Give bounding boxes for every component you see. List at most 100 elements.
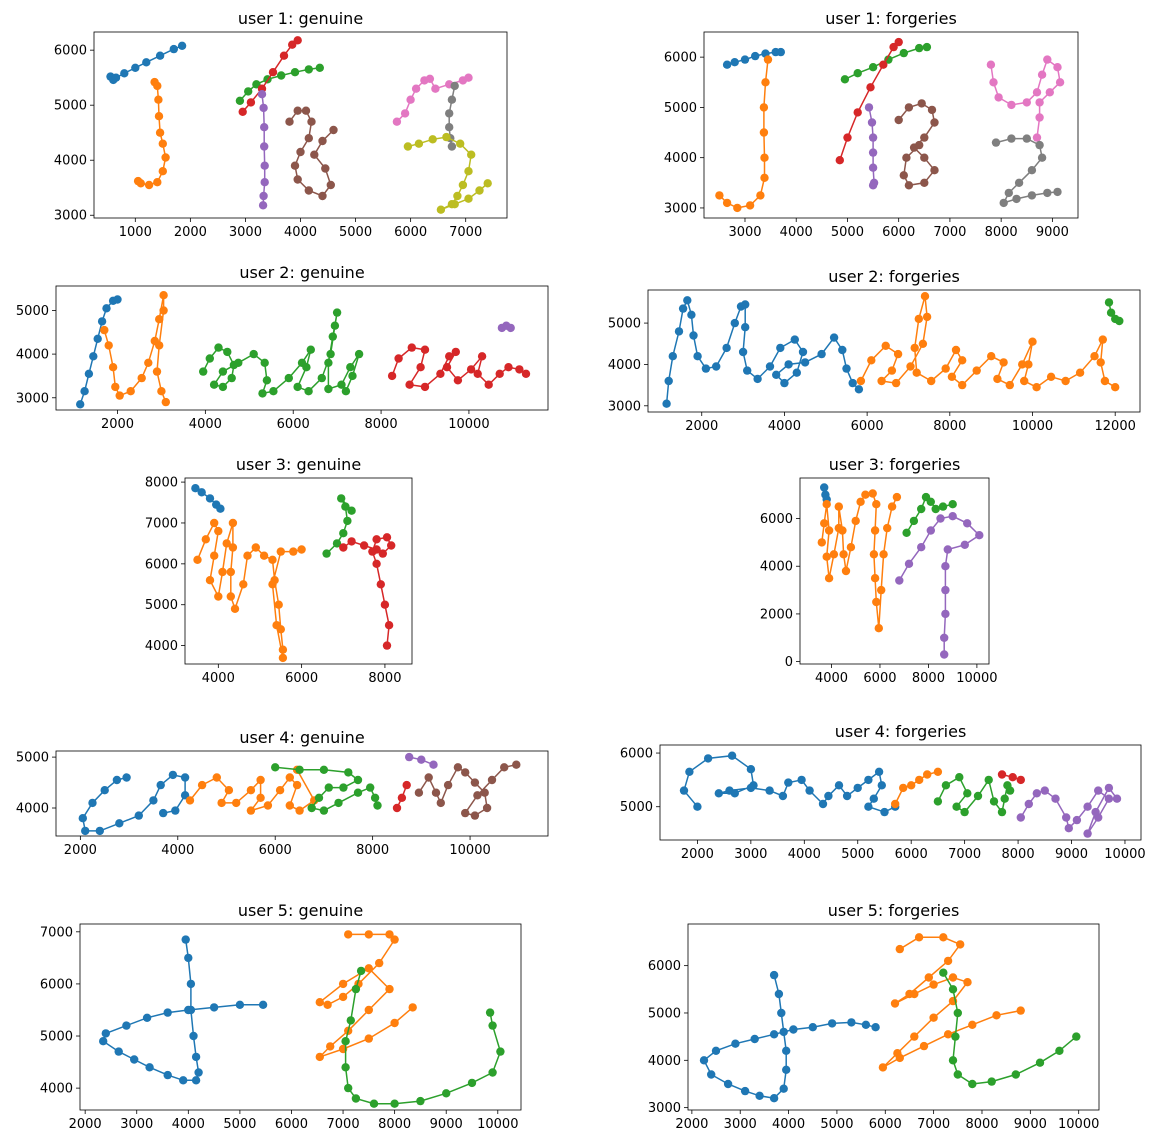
stroke-point	[260, 161, 269, 170]
stroke-point	[373, 801, 382, 810]
stroke-point	[235, 1000, 245, 1009]
stroke-point	[416, 363, 425, 372]
stroke-point	[922, 42, 932, 52]
stroke-point	[387, 371, 397, 381]
stroke-point	[929, 980, 938, 989]
stroke-point	[879, 60, 888, 69]
stroke-point	[329, 125, 338, 135]
y-tick-label: 5000	[16, 304, 49, 319]
stroke-point	[293, 106, 302, 115]
x-tick-label: 6000	[882, 225, 915, 240]
x-tick-label: 9000	[1014, 1117, 1047, 1132]
stroke-point	[344, 930, 353, 939]
stroke-point	[1090, 352, 1099, 361]
stroke-point	[866, 83, 875, 92]
stroke-point	[216, 504, 225, 513]
stroke-point	[993, 374, 1002, 384]
stroke-point	[958, 356, 967, 365]
stroke-point	[154, 112, 164, 121]
stroke-point	[760, 153, 769, 162]
stroke-point	[1035, 140, 1044, 150]
stroke-point	[879, 550, 888, 559]
stroke-point	[1007, 134, 1016, 143]
stroke-point	[930, 118, 939, 127]
stroke-point	[212, 773, 221, 782]
x-tick-label: 10000	[1104, 847, 1145, 862]
stroke-point	[1075, 368, 1085, 377]
stroke-point	[790, 335, 799, 344]
stroke-point	[392, 117, 402, 126]
stroke-point	[1027, 191, 1037, 200]
stroke-point	[1004, 188, 1013, 198]
stroke-point	[906, 362, 915, 371]
x-tick-label: 6000	[277, 417, 310, 432]
x-tick-label: 6000	[895, 847, 928, 862]
stroke-point	[1045, 88, 1055, 97]
stroke-point	[317, 373, 326, 383]
stroke-point	[856, 376, 866, 386]
x-tick-label: 6000	[259, 843, 292, 858]
x-tick-label: 4000	[768, 419, 801, 434]
stroke-point	[297, 545, 306, 554]
stroke-point	[338, 992, 348, 1002]
stroke-point	[512, 760, 521, 769]
stroke-point	[1043, 188, 1052, 198]
stroke-point	[353, 788, 363, 797]
x-tick-label: 12000	[1095, 419, 1136, 434]
stroke-point	[392, 803, 402, 813]
stroke-point	[156, 780, 165, 790]
stroke-point	[364, 1034, 373, 1043]
stroke-point	[1061, 376, 1070, 386]
stroke-point	[304, 387, 313, 396]
x-tick-label: 5000	[339, 225, 372, 240]
stroke-point	[800, 358, 810, 367]
stroke-point	[268, 68, 278, 77]
stroke-point	[394, 354, 403, 363]
y-tick-label: 7000	[40, 925, 73, 940]
stroke-point	[759, 128, 769, 137]
stroke-point	[304, 65, 313, 74]
stroke-point	[304, 134, 313, 143]
stroke-point	[137, 373, 146, 383]
stroke-point	[364, 930, 373, 939]
stroke-point	[382, 533, 392, 542]
stroke-point	[466, 365, 476, 374]
stroke-point	[929, 1013, 938, 1022]
y-tick-label: 3000	[16, 391, 49, 406]
axes-frame	[93, 31, 508, 219]
subplot-5: user 3: genuine 4000 6000 8000 4000 5000 6000 7…	[145, 455, 413, 686]
stroke-point	[155, 51, 165, 60]
stroke-point	[891, 378, 901, 388]
stroke-point	[685, 767, 694, 776]
stroke-point	[193, 555, 202, 564]
stroke-point	[366, 783, 375, 792]
stroke-point	[346, 1016, 355, 1025]
stroke-point	[848, 378, 857, 388]
stroke-point	[364, 964, 373, 973]
x-tick-label: 8000	[356, 843, 389, 858]
stroke-point	[951, 1032, 960, 1041]
stroke-point	[149, 796, 158, 805]
stroke-point	[420, 382, 430, 392]
x-tick-label: 7000	[327, 1117, 360, 1132]
stroke-point	[881, 341, 890, 350]
y-tick-label: 8000	[145, 476, 178, 491]
plot-area	[817, 483, 984, 659]
stroke-point	[93, 334, 102, 343]
stroke-point	[390, 1099, 399, 1108]
stroke-point	[217, 798, 226, 808]
stroke-point	[1032, 383, 1041, 392]
stroke-point	[834, 502, 843, 511]
stroke-point	[992, 1011, 1001, 1020]
stroke-line	[898, 515, 981, 655]
stroke-point	[919, 1041, 929, 1051]
stroke-point	[296, 147, 305, 157]
axes-frame	[79, 923, 522, 1111]
y-tick-label: 2000	[760, 607, 793, 622]
stroke-point	[223, 347, 232, 357]
stroke-point	[230, 604, 240, 613]
stroke-point	[861, 1020, 871, 1029]
stroke-point	[218, 567, 227, 577]
x-tick-label: 4000	[202, 671, 235, 686]
